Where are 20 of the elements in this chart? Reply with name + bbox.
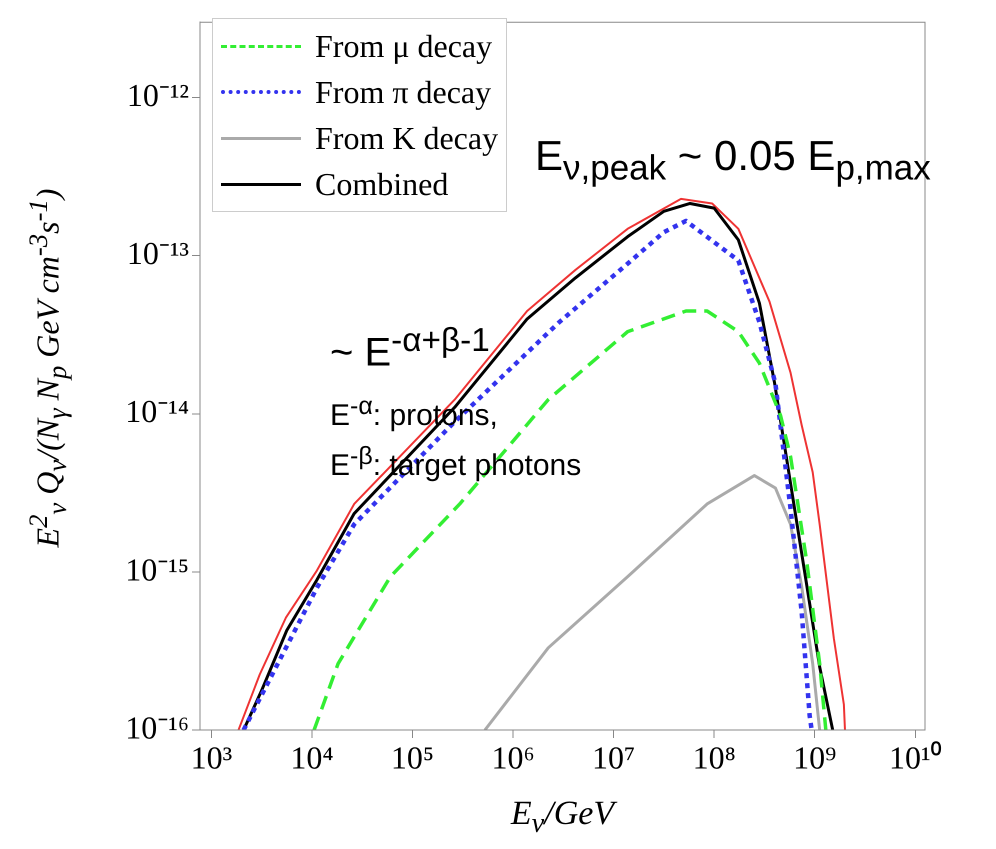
legend-label: From μ decay — [315, 27, 492, 66]
x-tick-label: 10⁶ — [491, 740, 535, 776]
legend-label: Combined — [315, 165, 448, 204]
x-tick-label: 10¹⁰ — [888, 740, 942, 776]
x-tick-label: 10⁹ — [793, 740, 836, 776]
x-tick-label: 10⁴ — [290, 740, 334, 776]
legend-label: From π decay — [315, 73, 492, 112]
y-tick-label: 10⁻¹³ — [126, 235, 189, 272]
y-tick-label: 10⁻¹⁶ — [125, 709, 189, 746]
x-tick-label: 10⁸ — [692, 740, 736, 776]
y-tick-label: 10⁻¹² — [126, 77, 189, 114]
x-tick-label: 10⁷ — [592, 740, 636, 776]
annotation: E$_{ν,peak}$ ~ 0.05 E$_{p,max}$ — [535, 132, 931, 188]
x-tick-label: 10³ — [190, 740, 232, 776]
y-tick-label: 10⁻¹⁴ — [125, 393, 189, 430]
y-tick-label: 10⁻¹⁵ — [125, 551, 189, 588]
annotation: ~ E$^{-α+β-1}$ — [330, 322, 490, 376]
x-tick-label: 10⁵ — [390, 740, 434, 776]
legend-label: From K decay — [315, 119, 498, 158]
x-axis-title: E$_{ν}$/GeV — [510, 795, 618, 840]
